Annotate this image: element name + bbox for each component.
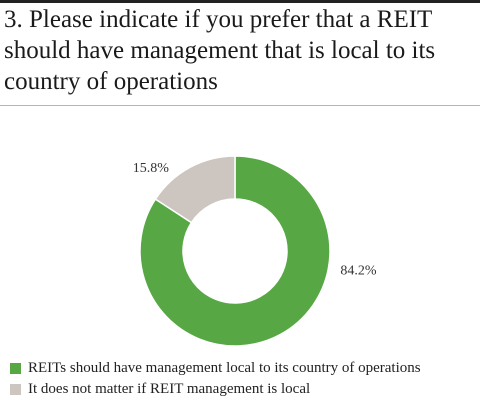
legend-swatch-not-matter xyxy=(10,384,21,395)
chart-legend: REITs should have management local to it… xyxy=(10,358,476,400)
legend-label-local: REITs should have management local to it… xyxy=(28,360,421,376)
legend-swatch-local xyxy=(10,363,21,374)
legend-item-local: REITs should have management local to it… xyxy=(10,358,476,379)
legend-item-not-matter: It does not matter if REIT management is… xyxy=(10,379,476,400)
title-divider xyxy=(0,105,480,106)
donut-slice-local xyxy=(139,155,331,347)
chart-title: 3. Please indicate if you prefer that a … xyxy=(4,6,436,95)
donut-slice-not-matter xyxy=(154,155,236,224)
data-label-not-matter: 15.8% xyxy=(133,161,170,176)
donut-chart-svg: 84.2% 15.8% xyxy=(133,155,377,347)
legend-label-not-matter: It does not matter if REIT management is… xyxy=(28,381,311,397)
data-label-local: 84.2% xyxy=(340,264,377,279)
donut-chart: 84.2% 15.8% xyxy=(0,106,480,350)
top-rule xyxy=(0,0,480,3)
